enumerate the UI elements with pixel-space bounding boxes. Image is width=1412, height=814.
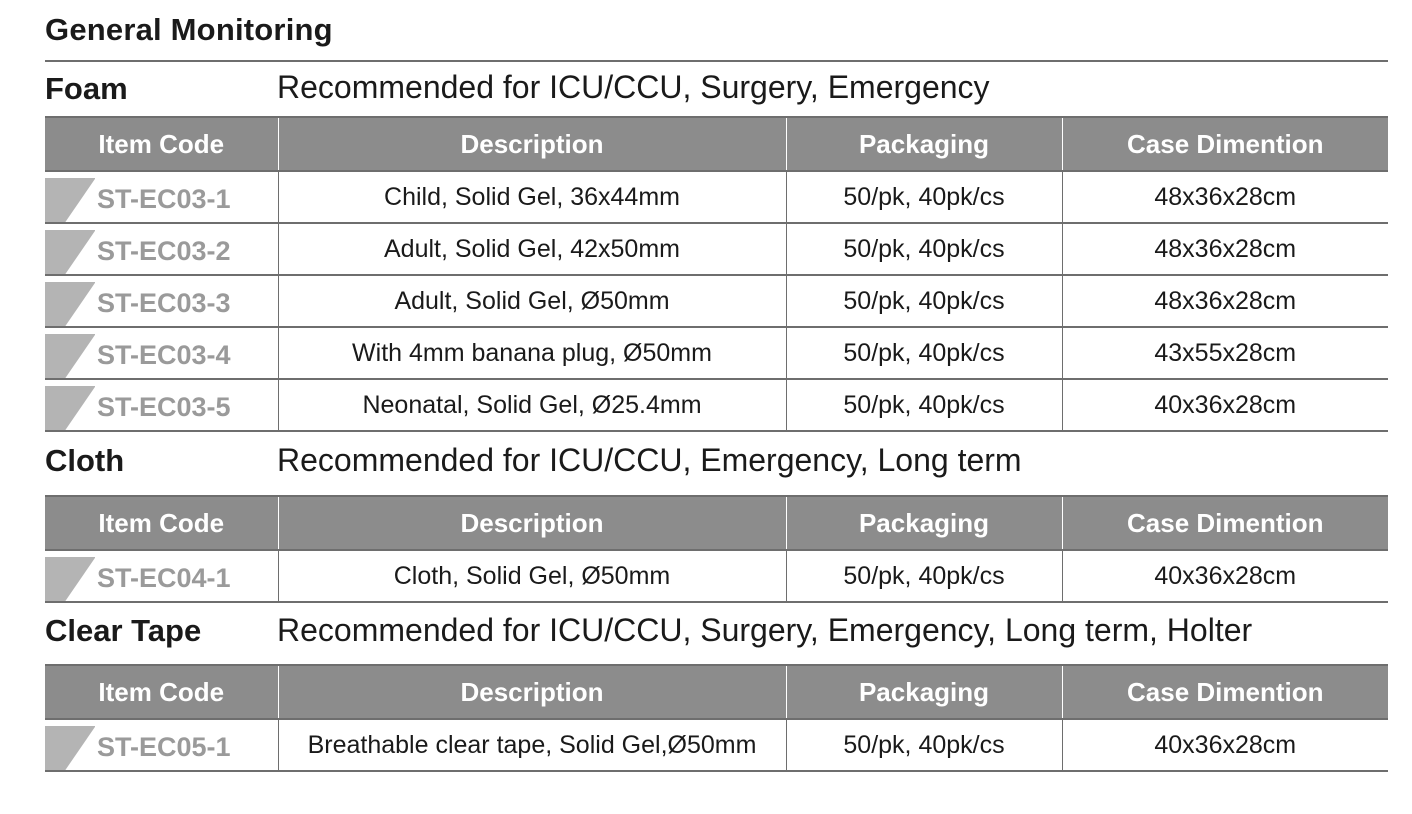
description-cell: Neonatal, Solid Gel, Ø25.4mm xyxy=(277,379,787,432)
case-dimension-cell: 40x36x28cm xyxy=(1061,550,1388,603)
item-code: ST-EC03-1 xyxy=(97,184,231,214)
section-recommendation-foam: Recommended for ICU/CCU, Surgery, Emerge… xyxy=(277,69,990,105)
section-recommendation-cloth: Recommended for ICU/CCU, Emergency, Long… xyxy=(277,442,1022,478)
description-cell: With 4mm banana plug, Ø50mm xyxy=(277,327,787,380)
header-item-code: Item Code xyxy=(45,664,279,720)
item-code-cell: ST-EC03-5 xyxy=(45,379,279,432)
header-description: Description xyxy=(277,116,787,172)
packaging-cell: 50/pk, 40pk/cs xyxy=(785,223,1063,276)
section-title-clear-tape: Clear Tape xyxy=(45,613,202,648)
foam-table: Item Code Description Packaging Case Dim… xyxy=(45,116,1388,432)
packaging-cell: 50/pk, 40pk/cs xyxy=(785,719,1063,772)
description-cell: Child, Solid Gel, 36x44mm xyxy=(277,171,787,224)
clear-tape-table: Item Code Description Packaging Case Dim… xyxy=(45,664,1388,772)
item-code-cell: ST-EC03-4 xyxy=(45,327,279,380)
header-case-dimension: Case Dimention xyxy=(1061,495,1388,551)
table-row: ST-EC04-1 Cloth, Solid Gel, Ø50mm 50/pk,… xyxy=(45,550,1388,603)
table-row: ST-EC03-2 Adult, Solid Gel, 42x50mm 50/p… xyxy=(45,223,1388,276)
header-description: Description xyxy=(277,664,787,720)
item-code-cell: ST-EC05-1 xyxy=(45,719,279,772)
packaging-cell: 50/pk, 40pk/cs xyxy=(785,171,1063,224)
description-cell: Adult, Solid Gel, Ø50mm xyxy=(277,275,787,328)
section-recommendation-clear-tape: Recommended for ICU/CCU, Surgery, Emerge… xyxy=(277,612,1253,648)
header-case-dimension: Case Dimention xyxy=(1061,664,1388,720)
code-tab-marker xyxy=(45,230,95,273)
item-code: ST-EC03-4 xyxy=(97,340,231,370)
item-code-cell: ST-EC03-1 xyxy=(45,171,279,224)
header-item-code: Item Code xyxy=(45,495,279,551)
case-dimension-cell: 48x36x28cm xyxy=(1061,223,1388,276)
header-packaging: Packaging xyxy=(785,116,1063,172)
case-dimension-cell: 48x36x28cm xyxy=(1061,275,1388,328)
code-tab-marker xyxy=(45,386,95,429)
description-cell: Breathable clear tape, Solid Gel,Ø50mm xyxy=(277,719,787,772)
item-code: ST-EC03-5 xyxy=(97,392,231,422)
item-code: ST-EC03-3 xyxy=(97,288,231,318)
packaging-cell: 50/pk, 40pk/cs xyxy=(785,550,1063,603)
table-header-row: Item Code Description Packaging Case Dim… xyxy=(45,664,1388,720)
header-item-code: Item Code xyxy=(45,116,279,172)
title-divider xyxy=(45,60,1388,62)
item-code: ST-EC05-1 xyxy=(97,732,231,762)
header-packaging: Packaging xyxy=(785,495,1063,551)
table-header-row: Item Code Description Packaging Case Dim… xyxy=(45,495,1388,551)
item-code: ST-EC04-1 xyxy=(97,563,231,593)
header-description: Description xyxy=(277,495,787,551)
section-title-foam: Foam xyxy=(45,71,128,106)
case-dimension-cell: 43x55x28cm xyxy=(1061,327,1388,380)
table-row: ST-EC03-1 Child, Solid Gel, 36x44mm 50/p… xyxy=(45,171,1388,224)
code-tab-marker xyxy=(45,557,95,600)
table-row: ST-EC05-1 Breathable clear tape, Solid G… xyxy=(45,719,1388,772)
cloth-table: Item Code Description Packaging Case Dim… xyxy=(45,495,1388,603)
description-cell: Cloth, Solid Gel, Ø50mm xyxy=(277,550,787,603)
table-row: ST-EC03-5 Neonatal, Solid Gel, Ø25.4mm 5… xyxy=(45,379,1388,432)
code-tab-marker xyxy=(45,334,95,377)
item-code-cell: ST-EC03-3 xyxy=(45,275,279,328)
code-tab-marker xyxy=(45,726,95,769)
item-code-cell: ST-EC04-1 xyxy=(45,550,279,603)
item-code: ST-EC03-2 xyxy=(97,236,231,266)
description-cell: Adult, Solid Gel, 42x50mm xyxy=(277,223,787,276)
case-dimension-cell: 40x36x28cm xyxy=(1061,379,1388,432)
table-row: ST-EC03-3 Adult, Solid Gel, Ø50mm 50/pk,… xyxy=(45,275,1388,328)
code-tab-marker xyxy=(45,282,95,325)
code-tab-marker xyxy=(45,178,95,221)
case-dimension-cell: 40x36x28cm xyxy=(1061,719,1388,772)
packaging-cell: 50/pk, 40pk/cs xyxy=(785,379,1063,432)
header-case-dimension: Case Dimention xyxy=(1061,116,1388,172)
header-packaging: Packaging xyxy=(785,664,1063,720)
table-row: ST-EC03-4 With 4mm banana plug, Ø50mm 50… xyxy=(45,327,1388,380)
table-header-row: Item Code Description Packaging Case Dim… xyxy=(45,116,1388,172)
packaging-cell: 50/pk, 40pk/cs xyxy=(785,327,1063,380)
page-title: General Monitoring xyxy=(45,12,333,47)
case-dimension-cell: 48x36x28cm xyxy=(1061,171,1388,224)
item-code-cell: ST-EC03-2 xyxy=(45,223,279,276)
packaging-cell: 50/pk, 40pk/cs xyxy=(785,275,1063,328)
section-title-cloth: Cloth xyxy=(45,443,125,478)
